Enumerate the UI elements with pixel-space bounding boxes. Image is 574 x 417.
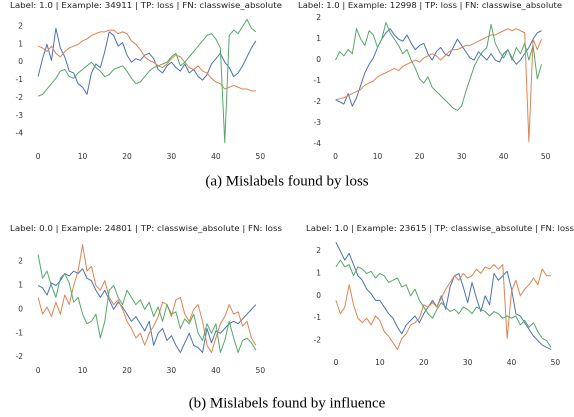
- y-tick-label: -3: [16, 111, 24, 120]
- y-tick-label: 2: [18, 257, 23, 266]
- x-tick-label: 50: [551, 358, 561, 367]
- x-tick-label: 0: [334, 358, 339, 367]
- y-tick-label: 2: [316, 246, 321, 255]
- y-tick-label: 1: [316, 34, 321, 43]
- series-line: [37, 268, 257, 353]
- chart-title: Label: 0.0 | Example: 24801 | TP: classw…: [10, 224, 282, 233]
- y-tick-label: 1: [316, 269, 321, 278]
- series-line: [335, 264, 552, 351]
- chart-title: Label: 1.0 | Example: 34911 | TP: loss |…: [10, 1, 282, 10]
- x-tick-label: 0: [333, 152, 338, 161]
- x-tick-label: 20: [415, 152, 425, 161]
- y-tick-label: 0: [316, 291, 321, 300]
- y-tick-label: 1: [18, 280, 23, 289]
- caption: (a) Mislabels found by loss: [205, 173, 368, 189]
- y-tick-label: 2: [316, 13, 321, 22]
- y-tick-label: 1: [18, 39, 23, 48]
- x-tick-label: 20: [122, 152, 132, 161]
- y-tick-label: 2: [18, 22, 23, 31]
- y-tick-label: 0: [316, 55, 321, 64]
- y-tick-label: -1: [314, 76, 322, 85]
- series-line: [37, 244, 257, 353]
- y-tick-label: -2: [16, 93, 24, 102]
- y-tick-label: -1: [314, 313, 322, 322]
- x-tick-label: 0: [36, 366, 41, 375]
- y-tick-label: -2: [16, 352, 24, 361]
- x-tick-label: 40: [211, 366, 221, 375]
- x-tick-label: 40: [499, 152, 509, 161]
- y-tick-label: -2: [314, 97, 322, 106]
- x-tick-label: 30: [167, 152, 177, 161]
- chart-title: Label: 1.0 | Example: 12998 | TP: loss |…: [298, 1, 562, 10]
- x-tick-label: 20: [419, 358, 429, 367]
- y-tick-label: -4: [314, 139, 322, 148]
- y-tick-label: -1: [16, 75, 24, 84]
- x-tick-label: 10: [78, 366, 88, 375]
- x-tick-label: 50: [541, 152, 551, 161]
- x-tick-label: 30: [167, 366, 177, 375]
- series-line: [37, 29, 256, 92]
- series-line: [37, 18, 257, 144]
- series-line: [37, 27, 257, 95]
- x-tick-label: 50: [256, 366, 266, 375]
- y-tick-label: -4: [16, 129, 24, 138]
- x-tick-label: 40: [507, 358, 517, 367]
- y-tick-label: 0: [18, 304, 23, 313]
- y-tick-label: -2: [314, 336, 322, 345]
- x-tick-label: 10: [375, 358, 385, 367]
- x-tick-label: 50: [256, 152, 266, 161]
- y-tick-label: 0: [18, 57, 23, 66]
- series-line: [335, 259, 552, 348]
- chart-title: Label: 1.0 | Example: 23615 | TP: classw…: [306, 224, 574, 233]
- y-tick-label: -1: [16, 328, 24, 337]
- x-tick-label: 0: [36, 152, 41, 161]
- series-line: [335, 242, 552, 350]
- x-tick-label: 10: [78, 152, 88, 161]
- caption: (b) Mislabels found by influence: [189, 395, 386, 411]
- series-line: [335, 28, 542, 143]
- x-tick-label: 30: [457, 152, 467, 161]
- series-line: [335, 21, 542, 111]
- series-line: [37, 254, 257, 353]
- x-tick-label: 30: [463, 358, 473, 367]
- x-tick-label: 10: [373, 152, 383, 161]
- x-tick-label: 20: [122, 366, 132, 375]
- y-tick-label: -3: [314, 118, 322, 127]
- x-tick-label: 40: [211, 152, 221, 161]
